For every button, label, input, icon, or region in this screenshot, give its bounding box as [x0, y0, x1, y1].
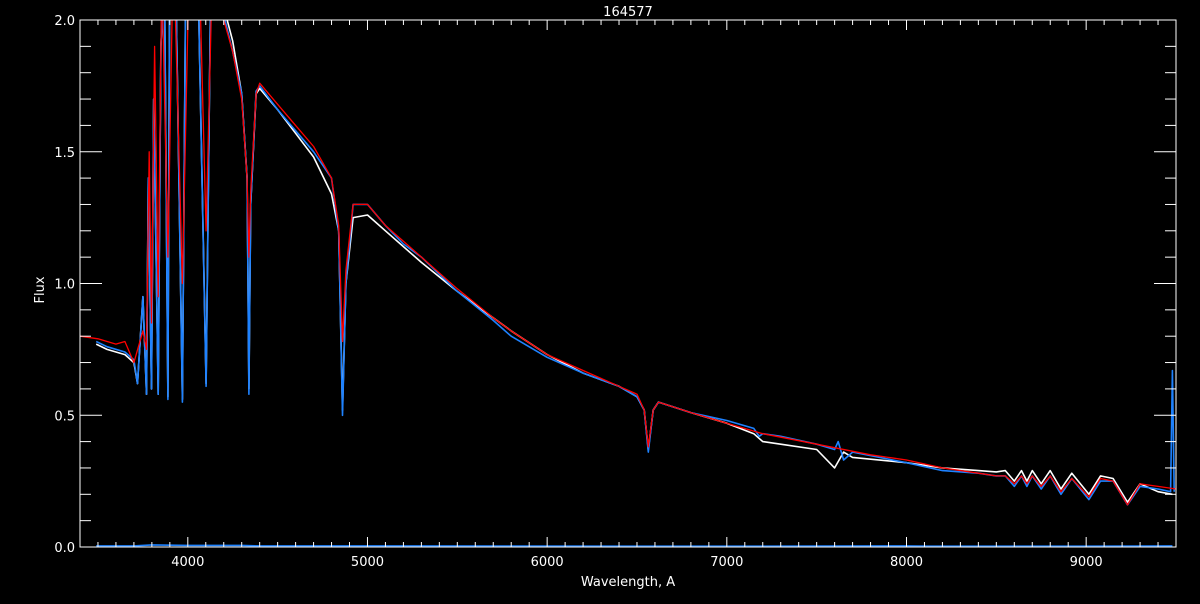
y-tick-label: 2.0 — [54, 14, 75, 29]
plot-frame — [79, 19, 1177, 548]
y-tick-label: 0.0 — [54, 541, 75, 556]
x-tick-label: 4000 — [171, 555, 204, 570]
x-axis-label: Wavelength, A — [581, 575, 675, 590]
axes: 4000 5000 6000 7000 8000 9000 0.0 0.5 1.0 1.5 2.0 — [54, 14, 1177, 570]
y-axis-label: Flux — [33, 276, 48, 303]
x-tick-label: 7000 — [710, 555, 743, 570]
x-tick-label: 9000 — [1070, 555, 1103, 570]
series-group — [80, 20, 1176, 547]
chart-title: 164577 — [603, 5, 653, 20]
x-tick-label: 6000 — [531, 555, 564, 570]
series-line-2 — [80, 20, 1176, 506]
y-tick-label: 0.5 — [54, 409, 75, 424]
series-line-3 — [96, 544, 1173, 547]
y-tick-label: 1.0 — [54, 278, 75, 293]
x-tick-label: 5000 — [351, 555, 384, 570]
series-line-0 — [95, 20, 1173, 504]
x-tick-label: 8000 — [890, 555, 923, 570]
y-tick-label: 1.5 — [54, 146, 75, 161]
series-line-1 — [95, 20, 1175, 506]
